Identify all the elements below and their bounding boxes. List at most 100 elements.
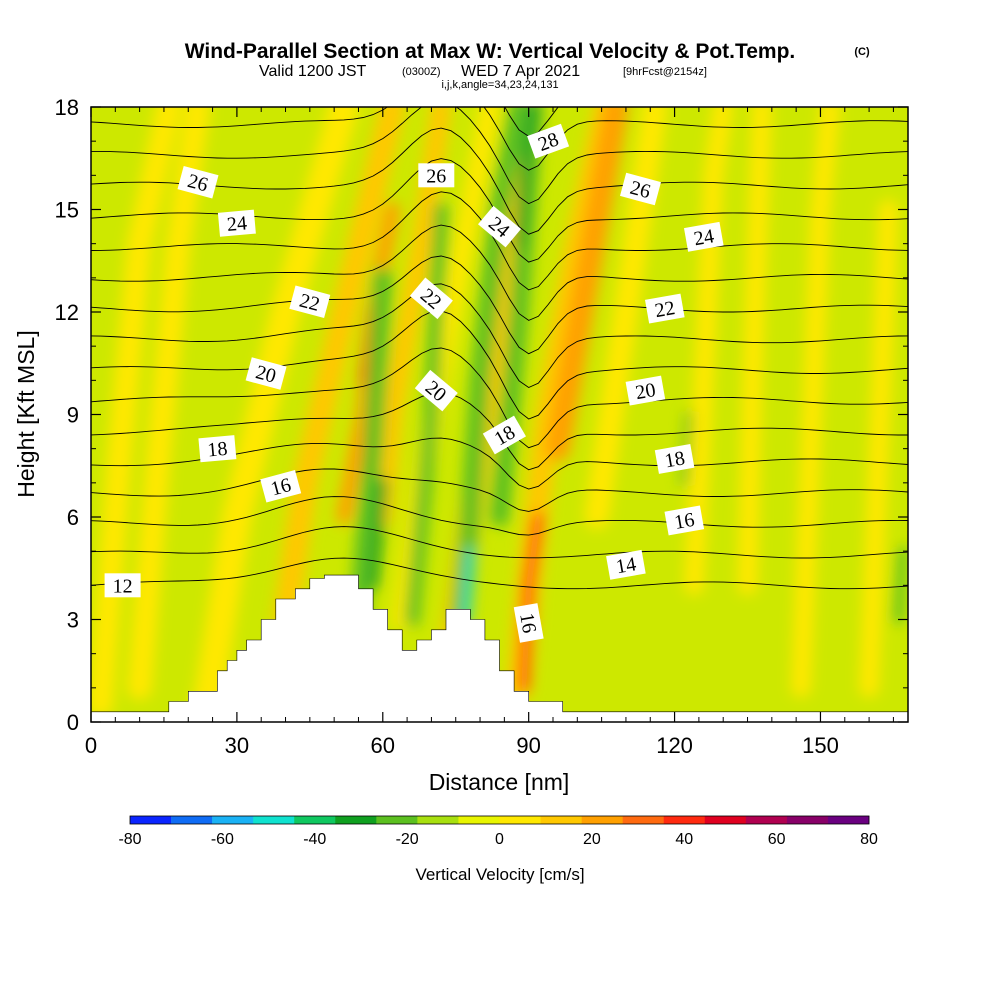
contour-label: 24 xyxy=(217,209,256,237)
colorbar-tick-label: 60 xyxy=(768,831,786,848)
contour-label: 22 xyxy=(644,293,685,324)
colorbar-segment xyxy=(130,816,172,824)
theta-contour-line xyxy=(91,468,908,512)
theta-contour-line xyxy=(91,347,908,449)
contour-label: 24 xyxy=(683,221,724,252)
colorbar-tick-label: 0 xyxy=(495,831,504,848)
contour-label: 14 xyxy=(606,549,646,580)
x-tick-label: 150 xyxy=(802,733,839,758)
contour-label: 16 xyxy=(664,505,705,536)
theta-contour-line xyxy=(91,526,908,559)
colorbar-segment xyxy=(581,816,623,824)
contour-label-box xyxy=(414,369,458,412)
colorbar-tick-label: 80 xyxy=(860,831,878,848)
contour-label: 22 xyxy=(289,285,331,319)
colorbar-segment xyxy=(458,816,500,824)
y-tick-label: 15 xyxy=(55,198,79,223)
velocity-band xyxy=(545,107,629,461)
colorbar-tick-label: -20 xyxy=(396,831,419,848)
colorbar-segment xyxy=(376,816,418,824)
colorbar-tick-label: 20 xyxy=(583,831,601,848)
contour-label-box xyxy=(409,277,453,320)
velocity-field xyxy=(91,107,908,720)
contour-label-box xyxy=(477,205,522,248)
valid-utc: (0300Z) xyxy=(402,66,441,78)
contour-label-box xyxy=(620,172,661,206)
velocity-band xyxy=(461,547,474,624)
contour-label-box xyxy=(654,443,695,474)
colorbar-tick-label: -60 xyxy=(211,831,234,848)
theta-contour-line xyxy=(91,107,908,205)
contour-label-text: 20 xyxy=(634,379,658,404)
colorbar-segment xyxy=(253,816,295,824)
contour-label-box xyxy=(644,293,685,324)
y-tick-label: 12 xyxy=(55,300,79,325)
contour-label-box xyxy=(245,357,287,390)
colorbar-segment xyxy=(294,816,336,824)
colorbar-segment xyxy=(704,816,747,824)
colorbar-tick-label: -40 xyxy=(303,831,326,848)
contour-label-text: 18 xyxy=(207,438,229,462)
y-tick-label: 0 xyxy=(67,710,79,735)
contour-label-box xyxy=(418,163,455,188)
theta-contour-line xyxy=(91,224,908,321)
theta-contour-line xyxy=(91,557,908,590)
contour-label-box xyxy=(217,209,256,237)
contour-label-text: 16 xyxy=(515,611,540,635)
contour-label: 26 xyxy=(177,165,219,199)
theta-contour-line xyxy=(91,127,908,235)
contour-label-text: 14 xyxy=(614,553,638,578)
valid-prefix: Valid 1200 JST xyxy=(259,63,367,80)
contour-label: 20 xyxy=(625,375,666,406)
contour-label-box xyxy=(104,573,141,598)
forecast-info: [9hrFcst@2154z] xyxy=(623,66,707,78)
velocity-band xyxy=(404,202,449,627)
contour-label-box xyxy=(177,165,219,199)
chart-title: Wind-Parallel Section at Max W: Vertical… xyxy=(185,40,796,63)
y-tick-label: 18 xyxy=(55,95,79,120)
contour-label: 16 xyxy=(513,603,544,643)
colorbar-segment xyxy=(786,816,829,824)
colorbar-segment xyxy=(171,816,213,824)
y-axis-label: Height [Kft MSL] xyxy=(13,330,39,497)
contour-label-box xyxy=(289,285,331,319)
colorbar-segment xyxy=(540,816,582,824)
colorbar-segment xyxy=(745,816,788,824)
subtitle: Valid 1200 JST (0300Z) WED 7 Apr 2021 [9… xyxy=(259,63,707,80)
contour-label-box xyxy=(625,375,666,406)
velocity-band xyxy=(514,107,539,249)
colorbar-tick-label: -80 xyxy=(118,831,141,848)
colorbar-segment xyxy=(212,816,254,824)
velocity-band xyxy=(859,199,899,698)
colorbar: -80 -60 -40 -20 0 20 40 60 80 xyxy=(118,815,878,848)
velocity-band xyxy=(193,107,359,720)
colorbar-segment xyxy=(335,816,377,824)
colorbar-segment xyxy=(622,816,665,824)
contour-label: 20 xyxy=(245,357,287,390)
colorbar-label: Vertical Velocity [cm/s] xyxy=(415,865,584,884)
theta-contour-line xyxy=(91,255,908,355)
theta-contour-line xyxy=(91,496,908,536)
velocity-band xyxy=(348,268,393,630)
contour-label-text: 18 xyxy=(663,447,687,472)
velocity-band xyxy=(273,107,405,632)
y-tick-label: 9 xyxy=(67,403,79,428)
contour-label: 28 xyxy=(527,123,570,159)
x-tick-label: 0 xyxy=(85,733,97,758)
colorbar-segment xyxy=(827,816,870,824)
copyright-mark: (C) xyxy=(854,46,870,58)
x-tick-label: 30 xyxy=(225,733,249,758)
velocity-band xyxy=(684,107,733,596)
theta-contour-line xyxy=(91,310,908,420)
contour-label-text: 16 xyxy=(673,509,697,534)
contour-label: 18 xyxy=(654,443,695,474)
contour-label-text: 24 xyxy=(226,212,248,236)
contour-label-box xyxy=(260,470,302,503)
colorbar-segment xyxy=(663,816,706,824)
colorbar-segment xyxy=(499,816,541,824)
contour-label-text: 26 xyxy=(426,165,446,187)
x-axis-label: Distance [nm] xyxy=(429,769,570,795)
contour-label: 26 xyxy=(418,163,455,188)
theta-contour-line xyxy=(91,107,908,171)
